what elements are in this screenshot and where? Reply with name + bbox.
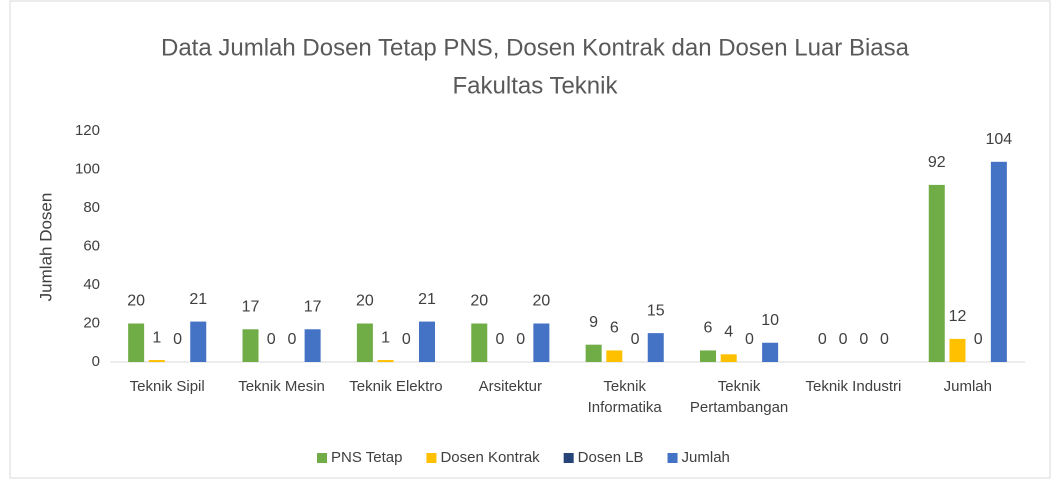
legend-swatch [563, 453, 574, 463]
bar [418, 321, 435, 362]
legend-label: Dosen Kontrak [440, 449, 540, 466]
legend-swatch [317, 453, 327, 463]
bar [990, 161, 1007, 362]
bar [533, 323, 550, 362]
x-tick-label: Arsitektur [479, 378, 542, 395]
bar [928, 184, 945, 362]
value-label: 17 [304, 298, 322, 315]
value-label: 15 [647, 302, 665, 319]
legend-label: PNS Tetap [331, 449, 402, 466]
value-label: 10 [761, 312, 779, 329]
x-tick-label: Teknik Informatika [588, 378, 663, 416]
value-label: 6 [610, 320, 619, 337]
bar [148, 360, 165, 362]
value-label: 6 [704, 320, 713, 337]
x-tick-label: Teknik Pertambangan [690, 378, 788, 416]
bar [720, 354, 737, 362]
value-label: 0 [839, 331, 848, 348]
bar [356, 323, 373, 362]
value-label: 20 [127, 293, 145, 310]
y-tick-label: 120 [75, 122, 100, 139]
chart-border [9, 0, 1051, 479]
chart-title: Fakultas Teknik [453, 72, 619, 99]
value-label: 12 [949, 308, 967, 325]
bar [700, 350, 717, 362]
value-label: 20 [356, 293, 374, 310]
x-tick-label: Teknik Sipil [130, 378, 205, 395]
x-tick-label: Teknik Mesin [238, 378, 325, 395]
value-label: 0 [859, 331, 868, 348]
y-tick-label: 100 [75, 160, 100, 177]
value-label: 92 [928, 154, 946, 171]
bar [949, 338, 966, 362]
bar [377, 360, 394, 362]
value-label: 21 [189, 291, 207, 308]
bar [471, 323, 488, 362]
x-tick-label: Teknik Industri [806, 378, 902, 395]
value-label: 9 [589, 314, 598, 331]
value-label: 0 [516, 331, 525, 348]
y-axis-title: Jumlah Dosen [36, 193, 55, 302]
y-tick-label: 0 [92, 353, 100, 370]
legend-swatch [426, 453, 437, 463]
value-label: 0 [818, 331, 827, 348]
value-label: 1 [152, 329, 161, 346]
value-label: 0 [880, 331, 889, 348]
y-tick-label: 60 [83, 237, 100, 254]
bar [190, 321, 207, 362]
legend-label: Dosen LB [578, 449, 644, 466]
bar [762, 342, 779, 362]
legend-label: Jumlah [682, 449, 730, 466]
x-tick-label: Jumlah [944, 378, 992, 395]
bar [647, 333, 664, 362]
y-tick-label: 40 [83, 276, 100, 293]
x-tick-label: Teknik Elektro [349, 378, 442, 395]
value-label: 21 [418, 291, 436, 308]
value-label: 0 [631, 331, 640, 348]
value-label: 0 [402, 331, 411, 348]
y-tick-label: 80 [83, 199, 100, 216]
bar [304, 329, 321, 362]
value-label: 0 [974, 331, 983, 348]
value-label: 20 [470, 293, 488, 310]
chart-title: Data Jumlah Dosen Tetap PNS, Dosen Kontr… [161, 34, 910, 61]
legend-swatch [667, 453, 678, 463]
value-label: 20 [532, 293, 550, 310]
value-label: 0 [496, 331, 505, 348]
bar [242, 329, 259, 362]
value-label: 104 [986, 131, 1013, 148]
bar [606, 350, 623, 362]
bar [128, 323, 145, 362]
value-label: 4 [724, 324, 733, 341]
value-label: 17 [242, 298, 260, 315]
value-label: 0 [287, 331, 296, 348]
value-label: 0 [173, 331, 182, 348]
value-label: 0 [745, 331, 754, 348]
value-label: 1 [381, 329, 390, 346]
value-label: 0 [267, 331, 276, 348]
y-tick-label: 20 [83, 314, 100, 331]
bar [585, 344, 602, 362]
